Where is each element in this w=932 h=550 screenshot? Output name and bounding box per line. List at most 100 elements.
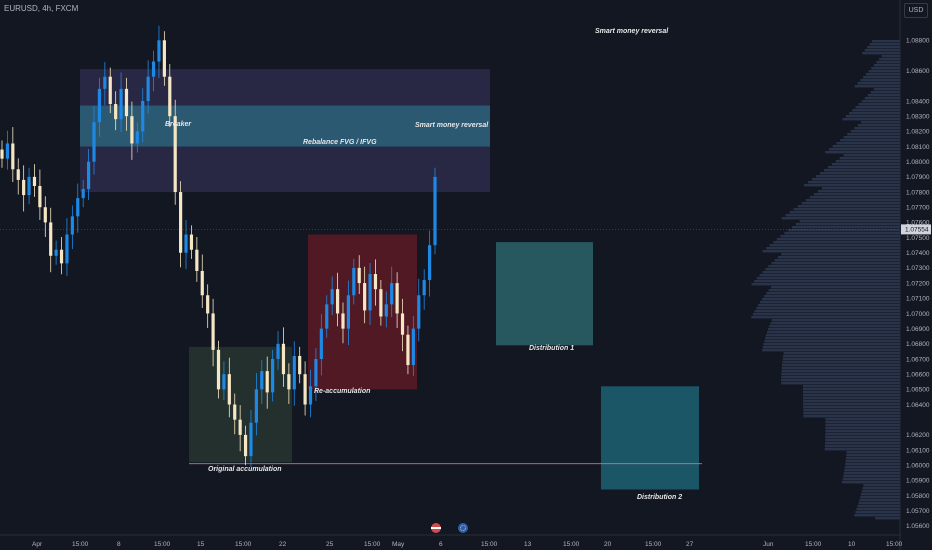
profile-bar (802, 385, 900, 388)
eu-stars-icon (459, 525, 466, 532)
candle-body (260, 371, 264, 390)
profile-bar (773, 241, 900, 244)
candle-body (281, 343, 286, 375)
price-tick-label: 1.05700 (906, 508, 930, 515)
currency-button[interactable]: USD (904, 3, 928, 18)
profile-bar (803, 415, 900, 418)
candle-body (81, 189, 85, 199)
profile-bar (758, 304, 900, 307)
candle-body (43, 207, 47, 223)
candle-body (303, 374, 307, 405)
candle-body (92, 122, 96, 162)
candle-body (238, 419, 242, 435)
profile-bar (854, 85, 900, 88)
profile-bar (762, 271, 900, 274)
distribution-1-zone (496, 242, 593, 346)
profile-bar (843, 472, 900, 475)
profile-bar (831, 163, 900, 166)
candle-body (27, 176, 31, 196)
profile-bar (849, 112, 900, 115)
price-tick-label: 1.05800 (906, 493, 930, 500)
candle-body (16, 169, 20, 180)
candle-body (249, 422, 253, 457)
profile-bar (824, 448, 900, 451)
candle-body (141, 100, 145, 132)
profile-bar (769, 325, 900, 328)
candle-body (319, 328, 323, 359)
candle-body (222, 374, 226, 390)
profile-bar (782, 358, 900, 361)
candle-body (76, 198, 80, 217)
candles-layer (0, 25, 437, 468)
symbol-title[interactable]: EURUSD, 4h, FXCM (4, 4, 79, 13)
candle-body (292, 355, 296, 390)
profile-bar (843, 136, 900, 139)
candle-body (335, 289, 340, 314)
profile-bar (781, 376, 900, 379)
profile-bar (771, 286, 900, 289)
profile-bar (781, 379, 900, 382)
profile-bar (820, 172, 900, 175)
profile-bar (769, 244, 900, 247)
profile-bar (791, 226, 900, 229)
profile-bar (803, 400, 900, 403)
profile-bar (762, 298, 900, 301)
profile-bar (802, 388, 900, 391)
profile-bar (825, 418, 900, 421)
profile-bar (804, 184, 900, 187)
candle-body (298, 355, 302, 375)
time-tick-label: 15:00 (645, 541, 662, 548)
candle-body (119, 88, 123, 120)
price-tick-label: 1.08600 (906, 68, 930, 75)
profile-bar (872, 40, 900, 43)
profile-bar (845, 457, 900, 460)
profile-bar (858, 103, 900, 106)
candle-body (168, 76, 172, 117)
profile-bar (777, 256, 900, 259)
profile-bar (812, 178, 900, 181)
profile-bar (762, 250, 900, 253)
profile-bar (829, 148, 900, 151)
candle-body (406, 334, 410, 366)
candle-body (38, 185, 42, 208)
profile-bar (754, 280, 900, 283)
profile-bar (875, 517, 900, 520)
profile-bar (827, 166, 900, 169)
candle-body (11, 143, 15, 170)
current-price-tag (901, 224, 931, 235)
profile-bar (781, 217, 900, 220)
profile-bar (751, 316, 900, 319)
profile-bar (784, 232, 900, 235)
candle-body (65, 234, 69, 264)
time-tick-label: 15:00 (886, 541, 903, 548)
time-tick-label: 6 (439, 541, 443, 548)
time-tick-label: 15:00 (364, 541, 381, 548)
candle-body (373, 274, 378, 290)
profile-bar (783, 352, 900, 355)
price-tick-label: 1.07300 (906, 265, 930, 272)
profile-bar (765, 337, 900, 340)
profile-bar (801, 202, 900, 205)
profile-bar (864, 97, 900, 100)
candle-body (341, 313, 345, 329)
price-tick-label: 1.06700 (906, 356, 930, 363)
profile-bar (825, 424, 900, 427)
smart-money-reversal-label: Smart money reversal (415, 122, 489, 129)
profile-bar (855, 106, 900, 109)
candle-body (216, 349, 221, 390)
profile-bar (873, 64, 900, 67)
candle-body (114, 104, 118, 120)
candle-body (124, 88, 129, 117)
profile-bar (862, 52, 900, 55)
profile-bar (836, 142, 900, 145)
time-tick-label: 15:00 (481, 541, 498, 548)
current-price-label: 1.07554 (905, 227, 929, 234)
time-tick-label: 15:00 (563, 541, 580, 548)
profile-bar (771, 262, 900, 265)
candle-body (422, 280, 426, 296)
profile-bar (788, 229, 900, 232)
price-tick-label: 1.07400 (906, 250, 930, 257)
profile-bar (781, 364, 900, 367)
